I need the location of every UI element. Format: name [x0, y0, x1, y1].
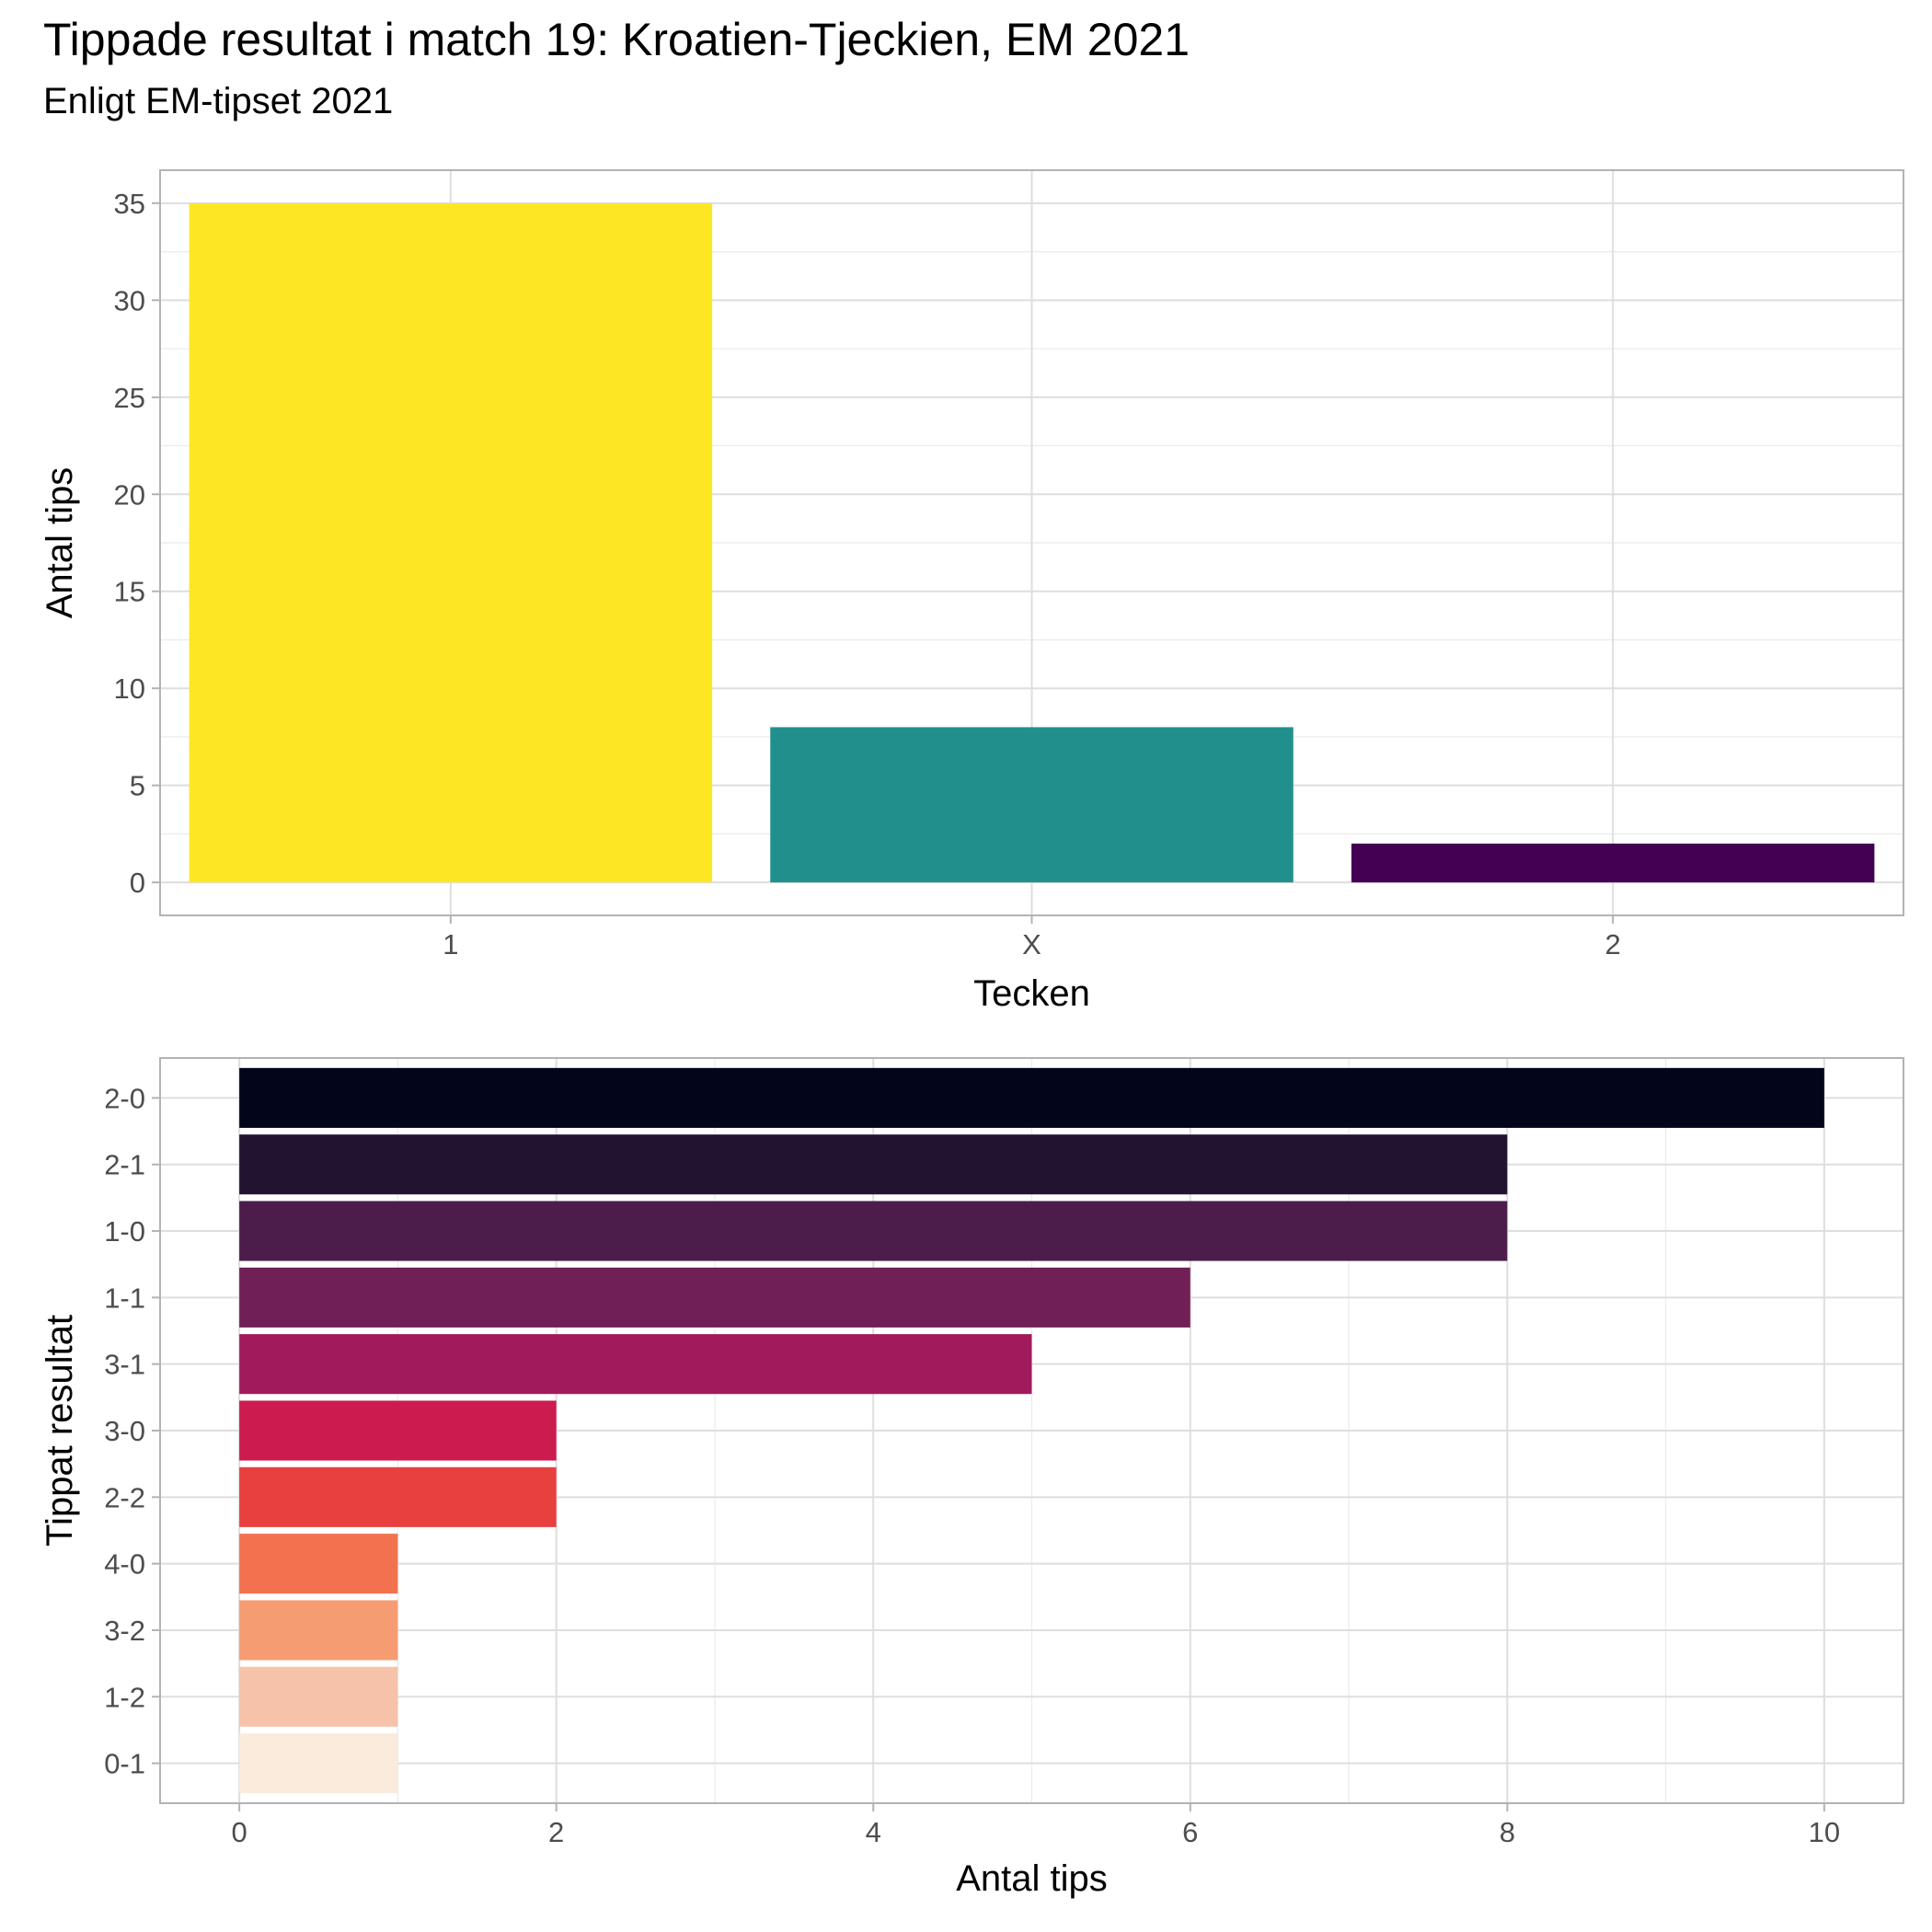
x-tick-label: 10 — [1809, 1816, 1840, 1848]
chart-subtitle: Enligt EM-tipset 2021 — [43, 81, 394, 121]
bar-2-2 — [239, 1466, 557, 1527]
y-tick-label: 3-2 — [104, 1615, 145, 1647]
y-tick-label: 35 — [114, 188, 145, 220]
x-tick-label: 0 — [232, 1816, 247, 1848]
y-tick-label: 2-0 — [104, 1082, 145, 1114]
x-axis-title: Antal tips — [956, 1858, 1108, 1899]
y-tick-label: 2-2 — [104, 1481, 145, 1513]
x-axis-title: Tecken — [973, 973, 1090, 1014]
y-tick-label: 20 — [114, 478, 145, 511]
y-axis-title: Antal tips — [40, 467, 80, 619]
bar-2-1 — [239, 1134, 1508, 1195]
y-tick-label: 25 — [114, 382, 145, 414]
y-tick-label: 1-1 — [104, 1282, 145, 1314]
x-tick-label: X — [1022, 928, 1041, 960]
x-tick-label: 2 — [1605, 928, 1621, 960]
y-tick-label: 3-0 — [104, 1415, 145, 1447]
y-tick-label: 3-1 — [104, 1349, 145, 1381]
bar-2-0 — [239, 1067, 1824, 1128]
bar-1-2 — [239, 1666, 398, 1727]
y-tick-label: 30 — [114, 284, 145, 316]
y-tick-label: 4-0 — [104, 1548, 145, 1581]
bar-3-1 — [239, 1334, 1032, 1395]
y-tick-label: 0-1 — [104, 1748, 145, 1780]
bar-1-1 — [239, 1267, 1190, 1328]
y-tick-label: 5 — [130, 770, 145, 802]
y-tick-label: 15 — [114, 576, 145, 608]
x-tick-label: 4 — [866, 1816, 881, 1848]
y-tick-label: 0 — [130, 867, 145, 899]
bar-X — [770, 727, 1294, 883]
bar-1 — [189, 202, 713, 883]
x-tick-label: 2 — [548, 1816, 564, 1848]
chart-title: Tippade resultat i match 19: Kroatien-Tj… — [43, 14, 1190, 65]
y-tick-label: 1-2 — [104, 1681, 145, 1713]
y-axis-title: Tippat resultat — [40, 1315, 80, 1547]
y-tick-label: 10 — [114, 673, 145, 705]
x-tick-label: 1 — [443, 928, 458, 960]
bar-3-0 — [239, 1400, 557, 1461]
bar-4-0 — [239, 1534, 398, 1594]
x-tick-label: 6 — [1182, 1816, 1198, 1848]
x-tick-label: 8 — [1500, 1816, 1515, 1848]
bar-0-1 — [239, 1733, 398, 1794]
bar-3-2 — [239, 1600, 398, 1661]
bar-1-0 — [239, 1201, 1508, 1261]
y-tick-label: 2-1 — [104, 1149, 145, 1181]
y-tick-label: 1-0 — [104, 1215, 145, 1248]
bar-2 — [1351, 843, 1875, 883]
